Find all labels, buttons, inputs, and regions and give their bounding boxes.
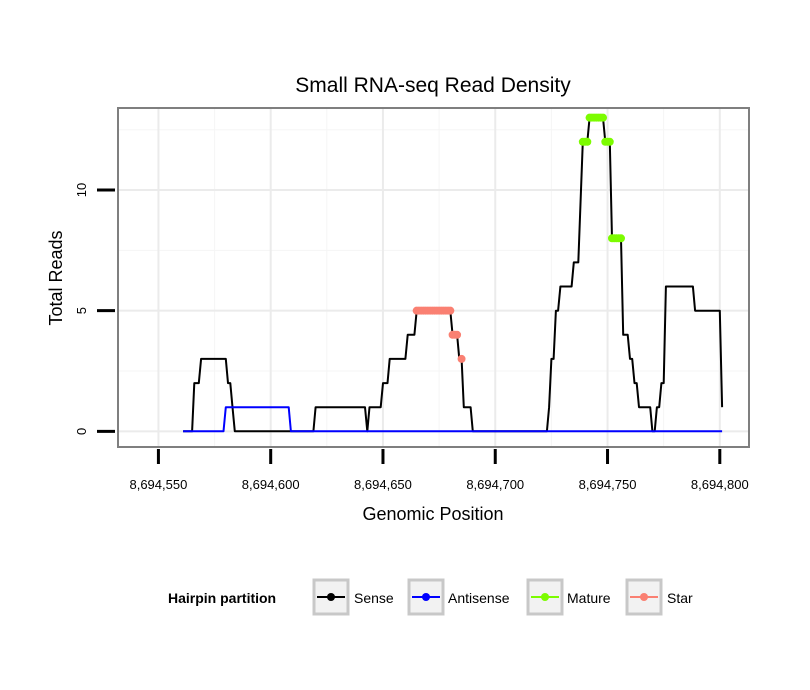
mature-point [617,234,626,243]
plot-border [117,107,750,448]
chart-title: Small RNA-seq Read Density [295,74,571,97]
star-point [453,330,462,339]
x-tick-label: 8,694,600 [242,477,300,492]
legend: Hairpin partition Sense Antisense Mature St… [168,578,693,616]
legend-label-antisense: Antisense [448,590,510,606]
plot-panel [117,107,750,448]
x-tick-label: 8,694,550 [129,477,187,492]
mature-point [583,137,592,146]
y-axis: 0 5 10 [74,183,115,435]
legend-title: Hairpin partition [168,590,276,606]
x-axis: 8,694,550 8,694,600 8,694,650 8,694,700 8,69… [129,449,749,492]
legend-dot-mature [541,593,549,601]
legend-label-sense: Sense [354,590,394,606]
x-tick-label: 8,694,750 [579,477,637,492]
legend-label-mature: Mature [567,590,611,606]
legend-label-star: Star [667,590,693,606]
star-point [457,354,466,363]
y-tick-label: 10 [74,183,89,197]
mature-point [599,113,608,122]
minor-gridlines [118,108,749,447]
x-tick-label: 8,694,800 [691,477,749,492]
legend-dot-sense [327,593,335,601]
antisense-series-line [183,406,723,433]
series-lines [183,116,724,433]
y-tick-label: 0 [74,428,89,435]
y-axis-title: Total Reads [46,230,66,325]
legend-dot-star [640,593,648,601]
y-tick-label: 5 [74,307,89,314]
x-tick-label: 8,694,700 [466,477,524,492]
x-tick-label: 8,694,650 [354,477,412,492]
series-points [412,113,626,363]
plot-background [118,108,749,447]
legend-dot-antisense [422,593,430,601]
x-axis-title: Genomic Position [362,504,503,524]
star-point [446,306,455,315]
mature-point [605,137,614,146]
